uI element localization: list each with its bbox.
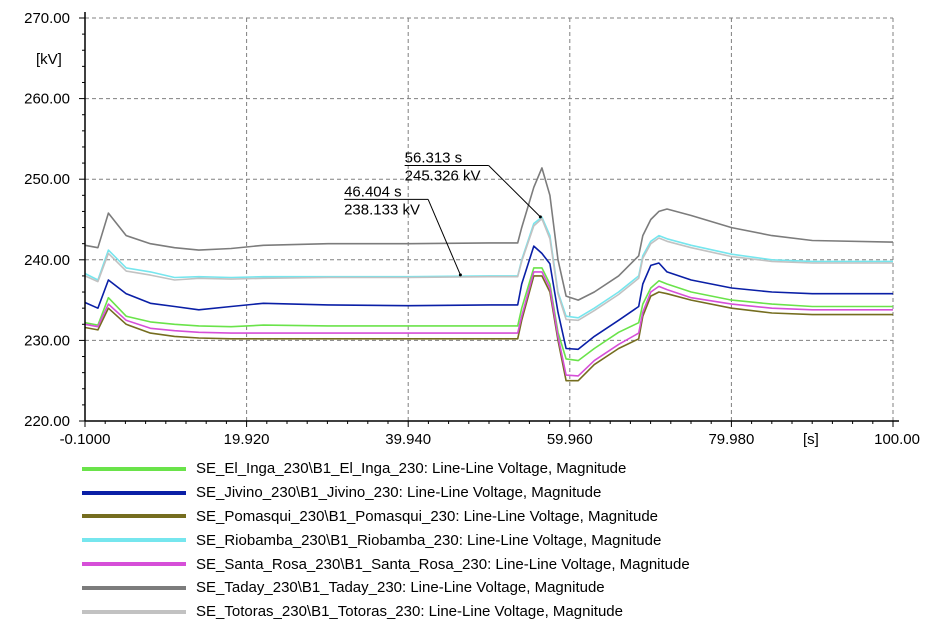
series-line-7 (84, 217, 893, 322)
y-tick-label: 250.00 (24, 171, 70, 188)
annotation-leader (427, 199, 461, 276)
legend-swatch (82, 609, 186, 614)
y-tick-label: 220.00 (24, 413, 70, 430)
tick-labels: 220.00 230.00 240.00 250.00 260.00 270.00 -0.1… (24, 10, 920, 448)
series-line-5 (84, 271, 893, 377)
y-tick-label: 270.00 (24, 10, 70, 27)
series-line-3 (84, 275, 893, 382)
series-line-1 (84, 267, 893, 362)
legend-label: SE_Taday_230\B1_Taday_230: Line-Line Vol… (196, 579, 605, 597)
legend-label: SE_Riobamba_230\B1_Riobamba_230: Line-Li… (196, 531, 662, 549)
legend-item: SE_Riobamba_230\B1_Riobamba_230: Line-Li… (82, 528, 690, 552)
annotation-value: 245.326 kV (405, 167, 481, 184)
y-tick-label: 260.00 (24, 91, 70, 108)
y-tick-label: 230.00 (24, 332, 70, 349)
legend-swatch (82, 514, 186, 519)
annotation-point (458, 273, 462, 277)
annotation-value: 238.133 kV (344, 201, 420, 218)
x-tick-label: 19.920 (224, 431, 270, 448)
legend-item: SE_Pomasqui_230\B1_Pomasqui_230: Line-Li… (82, 505, 690, 529)
legend-label: SE_Pomasqui_230\B1_Pomasqui_230: Line-Li… (196, 507, 658, 525)
annotation-time: 56.313 s (405, 149, 463, 166)
series-lines (84, 167, 894, 382)
y-axis-label: [kV] (36, 51, 62, 68)
legend-item: SE_Totoras_230\B1_Totoras_230: Line-Line… (82, 600, 690, 624)
legend-swatch (82, 585, 186, 590)
legend-label: SE_Totoras_230\B1_Totoras_230: Line-Line… (196, 603, 623, 621)
x-tick-label: 79.980 (708, 431, 754, 448)
legend-swatch (82, 490, 186, 495)
x-axis-label: [s] (803, 431, 819, 448)
legend-item: SE_Jivino_230\B1_Jivino_230: Line-Line V… (82, 481, 690, 505)
series-line-2 (84, 245, 893, 351)
legend-swatch (82, 538, 186, 543)
annotation-point (538, 215, 542, 219)
legend-item: SE_Santa_Rosa_230\B1_Santa_Rosa_230: Lin… (82, 552, 690, 576)
legend-swatch (82, 562, 186, 567)
annotation-time: 46.404 s (344, 183, 402, 200)
y-tick-label: 240.00 (24, 252, 70, 269)
legend-swatch (82, 466, 186, 471)
legend-item: SE_Taday_230\B1_Taday_230: Line-Line Vol… (82, 576, 690, 600)
x-tick-label: 59.960 (547, 431, 593, 448)
x-tick-label: -0.1000 (60, 431, 111, 448)
annotation-leader (488, 165, 541, 218)
legend: SE_El_Inga_230\B1_El_Inga_230: Line-Line… (82, 457, 690, 624)
axes (79, 12, 899, 427)
series-line-4 (84, 216, 893, 319)
series-line-6 (84, 167, 894, 301)
legend-label: SE_Jivino_230\B1_Jivino_230: Line-Line V… (196, 484, 602, 502)
legend-item: SE_El_Inga_230\B1_El_Inga_230: Line-Line… (82, 457, 690, 481)
legend-label: SE_Santa_Rosa_230\B1_Santa_Rosa_230: Lin… (196, 555, 690, 573)
legend-label: SE_El_Inga_230\B1_El_Inga_230: Line-Line… (196, 460, 627, 478)
grid-lines (85, 17, 894, 421)
x-tick-label: 39.940 (385, 431, 431, 448)
x-tick-label: 100.00 (874, 431, 920, 448)
